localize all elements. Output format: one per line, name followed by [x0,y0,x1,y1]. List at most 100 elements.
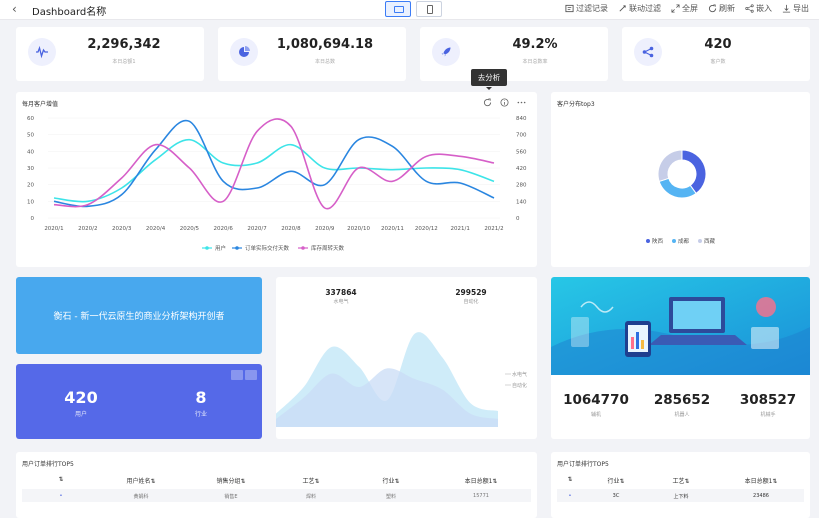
pie-chart: 陕西 成都 西藏 [646,149,716,245]
legend-label: 库存周转天数 [311,244,345,252]
line-chart: 0 0 10 140 20 280 30 420 40 560 50 700 60 840 2020/1 20… [27,116,527,252]
y-tick-label-right: 700 [516,133,527,139]
export-button[interactable]: 导出 [782,3,809,14]
series-line [53,138,495,203]
sales-group-header[interactable]: 销售分组⇅ [216,478,246,485]
legend-marker [205,246,209,250]
y-tick-label-right: 420 [516,166,527,172]
embed-label: 嵌入 [756,4,772,13]
area-label-water: 水电气 [333,299,349,305]
desktop-icon [394,6,404,13]
embed-button[interactable]: 嵌入 [745,3,772,14]
rocket-icon [432,38,460,66]
kpi-card-customers[interactable]: 420 客户数 [622,27,810,81]
filter-record-button[interactable]: 过滤记录 [565,3,608,14]
table-title: 用户订单排行TOP5 [557,461,609,468]
cell-craft: 上下料 [673,494,689,500]
desktop-mode-button[interactable] [385,1,411,17]
x-tick-label: 2020/8 [281,226,301,232]
x-tick-label: 2020/2 [78,226,97,232]
table-row[interactable] [22,489,531,502]
sort-column-header[interactable]: ⇅ [58,476,64,483]
chart-tools [483,98,526,107]
x-tick-label: 2020/6 [214,226,234,232]
industry-header[interactable]: 行业⇅ [382,478,400,485]
kpi-card-total-count[interactable]: 1,080,694.18 本日总数 [218,27,406,81]
y-tick-label-right: 0 [516,216,520,222]
y-tick-label-left: 50 [27,133,34,139]
mobile-mode-button[interactable] [416,1,442,17]
top-bar: ‹ Dashboard名称 过滤记录 联动过滤 全屏 刷新 嵌入 导出 [0,0,819,20]
y-tick-label-right: 140 [516,199,527,205]
kpi2-label-users: 用户 [74,411,87,418]
fullscreen-icon [671,4,680,13]
pie-slice [681,149,707,195]
x-tick-label: 2020/9 [315,226,335,232]
filter-record-label: 过滤记录 [576,4,608,13]
kpi2-value-industry: 8 [195,388,207,407]
user-order-table: 用户订单排行TOP5 ⇅ 用户姓名⇅ 销售分组⇅ 工艺⇅ 行业⇅ 本日总额1⇅ … [16,452,537,518]
area-chart [276,332,511,427]
refresh-icon[interactable] [483,98,492,107]
dashboard-title: Dashboard名称 [32,7,107,18]
kpi-label: 本日总数率 [522,59,548,65]
y-tick-label-left: 60 [27,116,34,122]
kpi-label: 本日总数 [314,59,335,65]
total-amount-header[interactable]: 本日总额1⇅ [744,478,778,485]
table-title: 用户订单排行TOP5 [22,461,74,468]
user-name-header[interactable]: 用户姓名⇅ [126,478,156,485]
info-icon[interactable] [500,98,509,107]
mobile-icon [427,5,433,14]
more-icon[interactable] [517,98,526,107]
pie-chart-title: 客户分布top3 [557,101,595,108]
area-chart-card: 337864 水电气 299529 自动化 水电气 自动化 [276,277,537,439]
x-tick-label: 2021/1 [450,226,469,232]
sort-column-header[interactable]: ⇅ [567,476,573,483]
export-label: 导出 [793,4,809,13]
kpi-label: 客户数 [710,59,726,65]
linked-filter-icon [619,5,626,12]
x-tick-label: 2020/5 [180,226,200,232]
area-label-automation: 自动化 [463,299,479,305]
stat-value-robot: 285652 [653,392,711,408]
pie-chart-card: 客户分布top3 陕西 成都 西藏 [551,92,810,267]
x-tick-label: 2020/3 [112,226,132,232]
user-industry-card: 420 用户 8 行业 [16,364,262,439]
embed-icon [745,4,754,13]
industry-header[interactable]: 行业⇅ [607,478,625,485]
legend-label: 陕西 [652,237,664,245]
x-tick-label: 2020/12 [415,226,438,232]
area-series [276,368,498,427]
craft-header[interactable]: 工艺⇅ [302,478,320,485]
legend-marker [646,239,650,243]
card-actions [231,370,257,380]
legend-label: 成都 [678,237,690,245]
craft-header[interactable]: 工艺⇅ [672,478,690,485]
zoom-icon[interactable] [231,370,243,380]
brand-banner: 衡石 - 新一代云原生的商业分析架构开创者 [16,277,262,354]
area-value-automation: 299529 [455,288,487,297]
y-tick-label-right: 280 [516,183,527,189]
x-tick-label: 2021/2 [484,226,503,232]
kpi-value: 420 [704,37,732,52]
y-tick-label-left: 0 [31,216,35,222]
fullscreen-button[interactable]: 全屏 [671,3,698,14]
refresh-button[interactable]: 刷新 [708,3,735,14]
expand-icon[interactable] [245,370,257,380]
kpi-card-rate[interactable]: 49.2% 本日总数率 [420,27,608,81]
x-tick-label: 2020/1 [44,226,63,232]
linked-filter-button[interactable]: 联动过滤 [618,3,661,14]
y-tick-label-right: 560 [516,149,527,155]
pie-icon [230,38,258,66]
legend-marker [301,246,305,250]
back-icon[interactable]: ‹ [12,2,17,16]
table-row[interactable] [557,489,804,502]
kpi2-value-users: 420 [64,388,98,407]
x-tick-label: 2020/11 [381,226,404,232]
area-value-water: 337864 [325,288,357,297]
kpi-card-total-amount[interactable]: 2,296,342 本日总额1 [16,27,204,81]
total-amount-header[interactable]: 本日总额1⇅ [464,478,498,485]
kpi-label: 本日总额1 [112,59,136,65]
kpi-value: 49.2% [512,37,558,52]
legend-label: 订单实际交付天数 [245,244,290,252]
